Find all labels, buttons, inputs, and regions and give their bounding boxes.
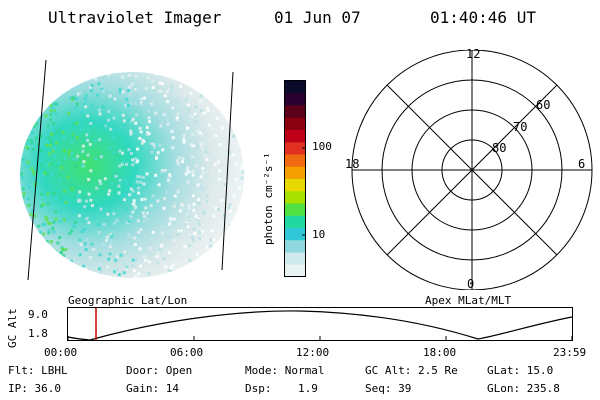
timeline-x-tick-2359: 23:59 [553, 346, 587, 359]
time-label: 01:40:46 UT [430, 8, 536, 27]
altitude-curve [67, 310, 573, 341]
timeline-y-tick-1: 1.8 [28, 327, 48, 340]
timeline-x-tick-1200: 12:00 [296, 346, 330, 359]
colorbar-segment [285, 81, 306, 94]
colorbar-segment [285, 191, 306, 204]
colorbar-segment [285, 252, 306, 266]
mlt-label-0: 0 [467, 277, 475, 291]
timeline-x-tick-0600: 06:00 [170, 346, 204, 359]
info-dsp: Dsp: 1.9 [245, 382, 318, 395]
lat-label-70: 70 [513, 120, 528, 134]
colorbar-segment [285, 105, 306, 119]
terminator-line-left [27, 59, 47, 281]
info-gain: Gain: 14 [126, 382, 179, 395]
timeline-x-tick-0000: 00:00 [44, 346, 78, 359]
colorbar-segment [285, 203, 306, 217]
colorbar-segment [285, 93, 306, 106]
colorbar-segment [285, 179, 306, 192]
info-filter: Flt: LBHL [8, 364, 68, 377]
colorbar [284, 80, 306, 278]
colorbar-segment [285, 154, 306, 168]
info-gc-alt: GC Alt: 2.5 Re [365, 364, 458, 377]
colorbar-segment [285, 142, 306, 155]
info-glat: GLat: 15.0 [487, 364, 554, 377]
mlt-label-18: 18 [345, 157, 360, 171]
timeline-y-axis-label: GC Alt [6, 308, 19, 348]
info-mode: Mode: Normal [245, 364, 325, 377]
timeline-x-tick-1800: 18:00 [423, 346, 457, 359]
mlt-label-6: 6 [578, 157, 586, 171]
info-glon: GLon: 235.8 [487, 382, 560, 395]
info-seq: Seq: 39 [365, 382, 412, 395]
timeline-y-tick-9: 9.0 [28, 308, 48, 321]
timeline-right-label: Apex MLat/MLT [425, 294, 512, 307]
timeline-left-label: Geographic Lat/Lon [68, 294, 188, 307]
uv-image-panel [20, 59, 244, 281]
info-ip: IP: 36.0 [8, 382, 61, 395]
altitude-timeline [67, 307, 573, 341]
colorbar-segment [285, 240, 306, 253]
colorbar-segment [285, 264, 306, 278]
instrument-title: Ultraviolet Imager [48, 8, 222, 27]
mlt-label-12: 12 [466, 47, 481, 61]
colorbar-segment [285, 166, 306, 180]
date-label: 01 Jun 07 [274, 8, 361, 27]
terminator-line-right [221, 71, 234, 271]
colorbar-segment [285, 228, 306, 241]
polar-plot [351, 50, 593, 290]
colorbar-tick-100: 100 [312, 140, 332, 153]
lat-label-80: 80 [492, 141, 507, 155]
colorbar-segment [285, 130, 306, 143]
colorbar-segment [285, 215, 306, 229]
colorbar-label: photon cm⁻²s⁻¹ [262, 152, 275, 245]
colorbar-segment [285, 117, 306, 131]
info-door: Door: Open [126, 364, 193, 377]
lat-label-60: 60 [536, 98, 551, 112]
colorbar-tick-10: 10 [312, 228, 326, 241]
